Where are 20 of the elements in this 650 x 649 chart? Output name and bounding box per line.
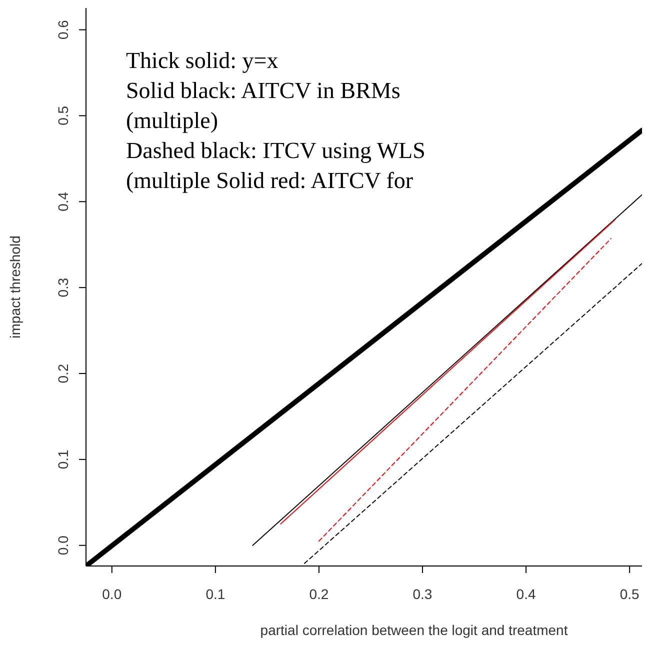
annotation: Dashed black: ITCV using WLS [126,138,426,163]
annotation: (multiple) [126,108,218,133]
y-tick-label: 0.3 [55,278,71,298]
y-tick-label: 0.4 [55,192,71,212]
annotation: Thick solid: y=x [126,48,279,73]
x-tick-label: 0.2 [309,586,329,602]
y-axis-title: impact threshold [7,236,23,338]
y-tick-label: 0.5 [55,106,71,126]
annotation: Solid black: AITCV in BRMs [126,78,400,103]
x-tick-label: 0.1 [206,586,226,602]
x-axis-title: partial correlation between the logit and treatment [260,622,568,638]
y-tick-label: 0.2 [55,364,71,384]
x-tick-label: 0.4 [516,586,536,602]
y-tick-label: 0.0 [55,535,71,556]
x-tick-label: 0.5 [620,586,640,602]
y-tick-label: 0.1 [55,450,71,470]
x-tick-label: 0.0 [102,586,122,602]
annotation: (multiple Solid red: AITCV for [126,168,414,193]
y-tick-label: 0.6 [55,20,71,40]
x-tick-label: 0.3 [412,586,432,602]
